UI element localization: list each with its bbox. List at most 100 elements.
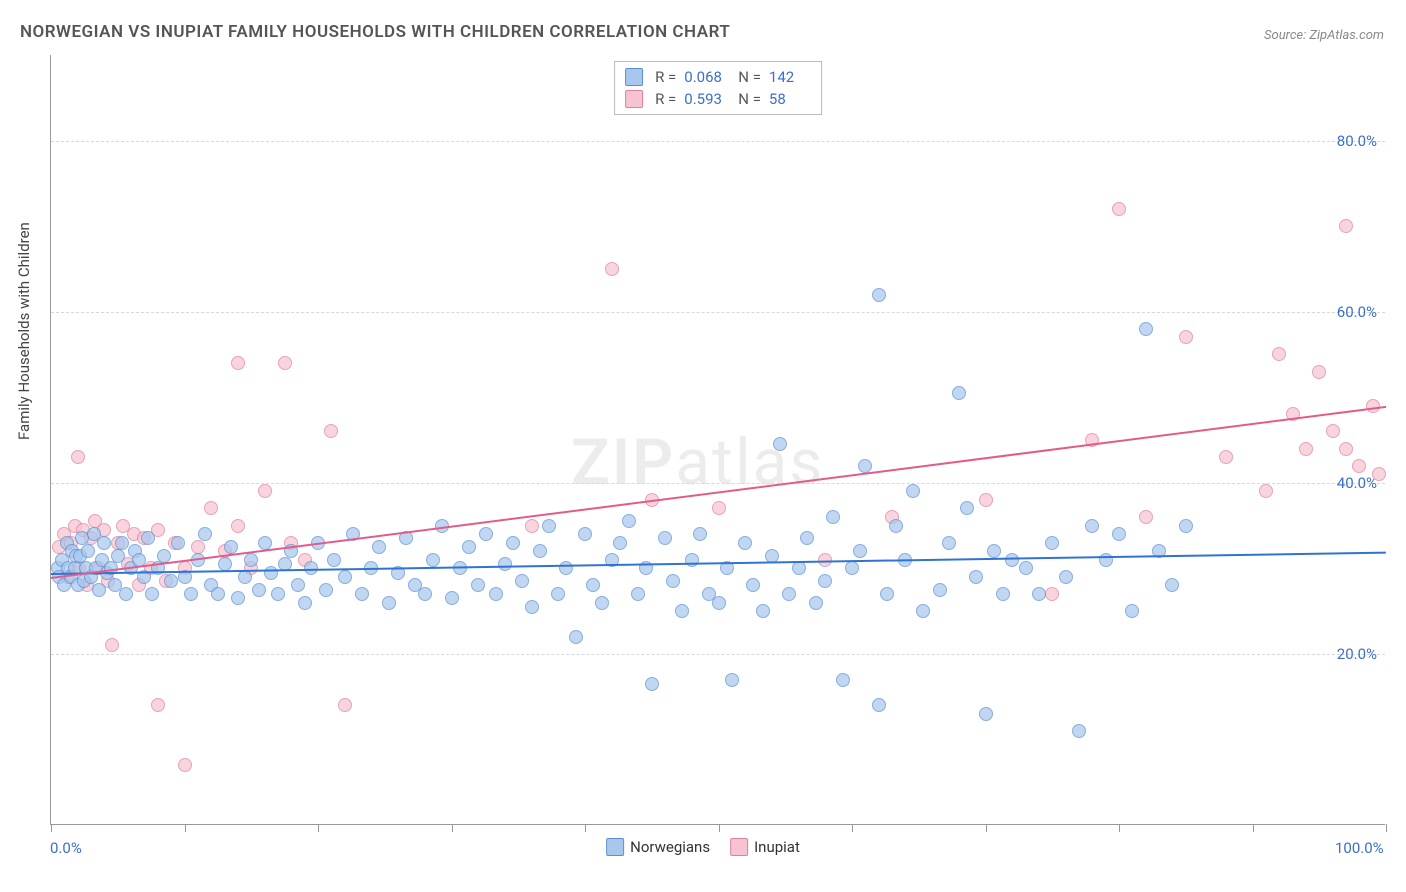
data-point bbox=[746, 578, 760, 592]
data-point bbox=[224, 540, 238, 554]
trend-line bbox=[51, 406, 1386, 579]
data-point bbox=[418, 587, 432, 601]
n-value-norwegians: 142 bbox=[769, 66, 811, 88]
data-point bbox=[872, 698, 886, 712]
data-point bbox=[271, 587, 285, 601]
data-point bbox=[324, 424, 338, 438]
data-point bbox=[1139, 322, 1153, 336]
data-point bbox=[559, 561, 573, 575]
data-point bbox=[1165, 578, 1179, 592]
grid-line bbox=[51, 312, 1385, 313]
data-point bbox=[613, 536, 627, 550]
data-point bbox=[712, 501, 726, 515]
data-point bbox=[586, 578, 600, 592]
y-axis-label: Family Households with Children bbox=[15, 222, 33, 440]
n-label: N = bbox=[738, 88, 761, 110]
data-point bbox=[622, 514, 636, 528]
data-point bbox=[1179, 330, 1193, 344]
x-tick bbox=[1119, 824, 1120, 832]
data-point bbox=[338, 570, 352, 584]
data-point bbox=[1259, 484, 1273, 498]
data-point bbox=[1372, 467, 1386, 481]
data-point bbox=[933, 583, 947, 597]
data-point bbox=[826, 510, 840, 524]
x-tick-label-min: 0.0% bbox=[50, 839, 82, 857]
data-point bbox=[889, 519, 903, 533]
data-point bbox=[1032, 587, 1046, 601]
data-point bbox=[178, 758, 192, 772]
r-label: R = bbox=[655, 66, 676, 88]
data-point bbox=[471, 578, 485, 592]
data-point bbox=[506, 536, 520, 550]
swatch-inupiat bbox=[625, 90, 643, 108]
data-point bbox=[231, 519, 245, 533]
data-point bbox=[969, 570, 983, 584]
data-point bbox=[111, 549, 125, 563]
data-point bbox=[533, 544, 547, 558]
data-point bbox=[551, 587, 565, 601]
data-point bbox=[291, 578, 305, 592]
data-point bbox=[171, 536, 185, 550]
data-point bbox=[979, 707, 993, 721]
data-point bbox=[115, 536, 129, 550]
data-point bbox=[426, 553, 440, 567]
data-point bbox=[462, 540, 476, 554]
data-point bbox=[836, 673, 850, 687]
swatch-norwegians bbox=[606, 838, 624, 856]
data-point bbox=[712, 596, 726, 610]
x-tick bbox=[318, 824, 319, 832]
data-point bbox=[211, 587, 225, 601]
data-point bbox=[327, 553, 341, 567]
x-tick bbox=[51, 824, 52, 832]
data-point bbox=[81, 544, 95, 558]
data-point bbox=[92, 583, 106, 597]
data-point bbox=[479, 527, 493, 541]
y-tick-label: 40.0% bbox=[1337, 474, 1377, 492]
watermark: ZIPatlas bbox=[571, 425, 824, 500]
data-point bbox=[987, 544, 1001, 558]
x-tick bbox=[719, 824, 720, 832]
data-point bbox=[1112, 202, 1126, 216]
data-point bbox=[258, 484, 272, 498]
data-point bbox=[542, 519, 556, 533]
grid-line bbox=[51, 483, 1385, 484]
data-point bbox=[845, 561, 859, 575]
data-point bbox=[605, 262, 619, 276]
data-point bbox=[1339, 442, 1353, 456]
data-point bbox=[1045, 536, 1059, 550]
data-point bbox=[298, 596, 312, 610]
series-legend: Norwegians Inupiat bbox=[606, 838, 800, 856]
data-point bbox=[666, 574, 680, 588]
data-point bbox=[595, 596, 609, 610]
data-point bbox=[145, 587, 159, 601]
x-tick bbox=[452, 824, 453, 832]
data-point bbox=[264, 566, 278, 580]
data-point bbox=[97, 536, 111, 550]
data-point bbox=[942, 536, 956, 550]
data-point bbox=[578, 527, 592, 541]
data-point bbox=[141, 531, 155, 545]
data-point bbox=[960, 501, 974, 515]
data-point bbox=[515, 574, 529, 588]
data-point bbox=[1352, 459, 1366, 473]
legend-item-inupiat: Inupiat bbox=[730, 838, 800, 856]
r-value-inupiat: 0.593 bbox=[684, 88, 726, 110]
data-point bbox=[979, 493, 993, 507]
data-point bbox=[164, 574, 178, 588]
data-point bbox=[338, 698, 352, 712]
data-point bbox=[658, 531, 672, 545]
data-point bbox=[278, 356, 292, 370]
data-point bbox=[445, 591, 459, 605]
data-point bbox=[782, 587, 796, 601]
data-point bbox=[204, 501, 218, 515]
data-point bbox=[1045, 587, 1059, 601]
data-point bbox=[525, 519, 539, 533]
x-tick bbox=[1253, 824, 1254, 832]
data-point bbox=[1219, 450, 1233, 464]
data-point bbox=[382, 596, 396, 610]
data-point bbox=[355, 587, 369, 601]
y-tick-label: 80.0% bbox=[1337, 132, 1377, 150]
data-point bbox=[675, 604, 689, 618]
data-point bbox=[525, 600, 539, 614]
grid-line bbox=[51, 141, 1385, 142]
